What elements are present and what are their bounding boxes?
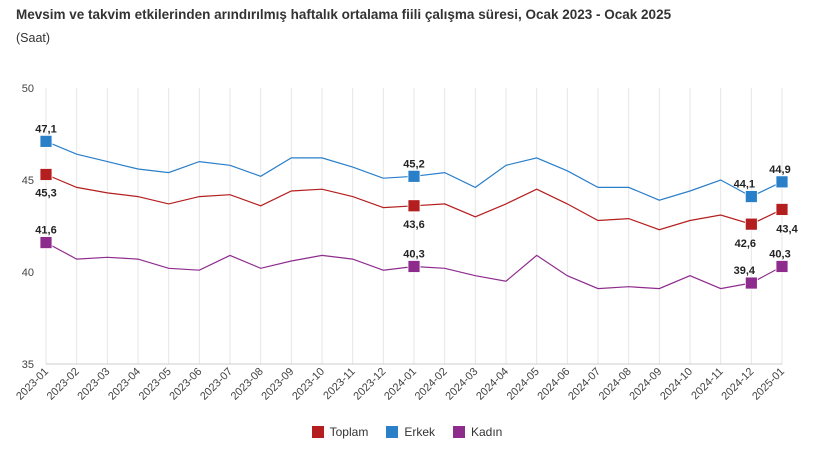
data-marker-toplam [407, 199, 421, 213]
x-tick-label: 2023-06 [167, 366, 204, 403]
chart-subtitle: (Saat) [16, 31, 51, 45]
x-tick-label: 2023-05 [137, 366, 174, 403]
x-tick-label: 2024-05 [505, 366, 542, 403]
x-tick-label: 2024-11 [689, 366, 725, 402]
x-tick-label: 2024-03 [443, 366, 480, 403]
x-tick-label: 2023-12 [351, 366, 388, 403]
legend-swatch-kadın [453, 426, 465, 438]
x-tick-label: 2023-03 [75, 366, 112, 403]
data-label-toplam: 43,6 [403, 219, 424, 231]
x-tick-label: 2024-08 [597, 366, 634, 403]
data-marker-kadın [39, 236, 53, 249]
data-marker-erkek [407, 169, 421, 183]
data-label-toplam: 42,6 [735, 238, 756, 250]
data-label-erkek: 45,2 [403, 158, 424, 170]
data-marker-erkek [744, 190, 758, 203]
x-tick-label: 2024-04 [474, 366, 511, 403]
y-tick-label: 50 [22, 83, 34, 95]
legend-label-toplam: Toplam [329, 425, 369, 439]
data-label-kadın: 40,3 [403, 248, 424, 260]
data-marker-kadın [744, 276, 758, 290]
y-tick-label: 40 [22, 267, 34, 279]
legend-label-kadın: Kadın [471, 425, 503, 439]
data-marker-toplam [39, 168, 53, 181]
legend-swatch-toplam [311, 426, 324, 438]
data-marker-kadın [407, 260, 421, 273]
x-tick-label: 2024-10 [658, 366, 695, 403]
x-tick-label: 2023-09 [259, 366, 296, 403]
x-tick-label: 2024-07 [566, 366, 603, 403]
legend-label-erkek: Erkek [404, 425, 435, 439]
data-label-kadın: 39,4 [734, 265, 756, 277]
x-tick-label: 2025-01 [750, 366, 787, 403]
data-label-kadın: 40,3 [769, 248, 790, 260]
x-tick-label: 2023-02 [45, 366, 82, 403]
data-label-erkek: 47,1 [35, 123, 56, 135]
x-tick-label: 2023-11 [321, 366, 357, 402]
data-marker-toplam [744, 217, 758, 231]
data-label-toplam: 43,4 [776, 223, 798, 235]
data-marker-erkek [775, 175, 789, 189]
data-marker-kadın [775, 260, 789, 273]
x-tick-label: 2024-12 [719, 366, 756, 403]
x-tick-label: 2024-01 [382, 366, 419, 403]
x-tick-label: 2024-09 [627, 366, 664, 403]
data-marker-erkek [39, 134, 53, 148]
y-tick-label: 35 [22, 359, 34, 371]
data-marker-toplam [775, 203, 789, 216]
x-tick-label: 2023-10 [290, 366, 327, 403]
legend-item-erkek[interactable]: Erkek [386, 425, 435, 439]
data-label-erkek: 44,9 [769, 164, 790, 176]
y-tick-label: 45 [22, 175, 34, 187]
x-tick-label: 2023-04 [106, 366, 143, 403]
data-label-toplam: 45,3 [35, 187, 56, 199]
data-label-kadın: 41,6 [35, 225, 56, 237]
chart-legend: Toplam Erkek Kadın [0, 425, 814, 439]
x-tick-label: 2023-01 [14, 366, 51, 403]
x-tick-label: 2024-06 [535, 366, 572, 403]
x-tick-label: 2024-02 [413, 366, 450, 403]
x-tick-label: 2023-07 [198, 366, 235, 403]
legend-swatch-erkek [386, 426, 399, 438]
chart-title: Mevsim ve takvim etkilerinden arındırılm… [16, 7, 672, 22]
data-label-erkek: 44,1 [734, 179, 755, 191]
legend-item-toplam[interactable]: Toplam [311, 425, 369, 439]
legend-item-kadın[interactable]: Kadın [453, 425, 502, 439]
x-tick-label: 2023-08 [229, 366, 266, 403]
